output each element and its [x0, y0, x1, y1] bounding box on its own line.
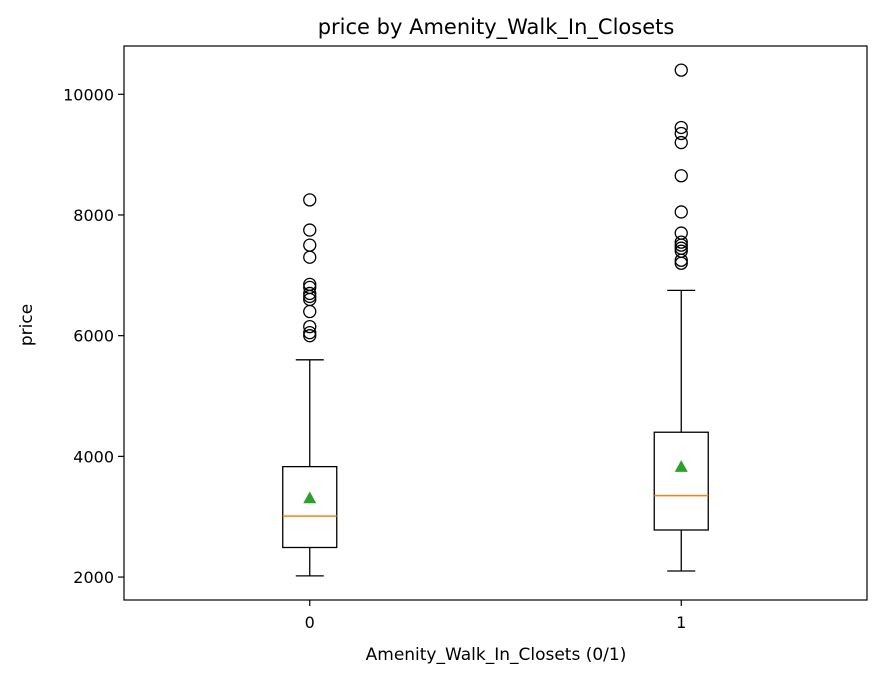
outlier-point: [674, 63, 688, 77]
outlier-point: [303, 193, 317, 207]
outlier-point: [303, 280, 317, 295]
outlier-point: [674, 135, 688, 150]
y-tick-label: 4000: [73, 447, 114, 466]
outlier-point: [303, 329, 317, 343]
outlier-point: [303, 223, 317, 237]
y-tick-label: 8000: [73, 206, 114, 225]
outlier-point: [674, 241, 688, 255]
mean-marker: [674, 460, 688, 472]
outlier-point: [303, 326, 317, 340]
outlier-point: [303, 277, 317, 292]
plot-marks: 2000 4000 6000 8000 10000 0 1: [63, 63, 709, 632]
y-tick-label: 2000: [73, 568, 114, 587]
outlier-point: [674, 226, 688, 240]
outlier-point: [674, 205, 688, 219]
y-tick-label: 6000: [73, 327, 114, 346]
plot-area-frame: [123, 45, 868, 601]
box-iqr: [653, 431, 709, 531]
outlier-point: [303, 319, 317, 334]
outlier-point: [674, 120, 688, 135]
y-axis-label: price: [17, 304, 37, 346]
x-tick-label: 1: [676, 613, 686, 632]
mean-marker: [303, 491, 317, 504]
outlier-point: [303, 238, 317, 252]
chart-title: price by Amenity_Walk_In_Closets: [318, 15, 675, 40]
outlier-point: [674, 235, 688, 249]
x-axis-label: Amenity_Walk_In_Closets (0/1): [366, 645, 627, 665]
outlier-point: [674, 244, 688, 258]
outlier-point: [674, 169, 688, 183]
box-iqr: [282, 465, 338, 549]
y-tick-label: 10000: [63, 85, 114, 104]
outlier-point: [674, 126, 688, 141]
x-tick-label: 0: [305, 613, 315, 632]
outlier-point: [303, 286, 317, 301]
